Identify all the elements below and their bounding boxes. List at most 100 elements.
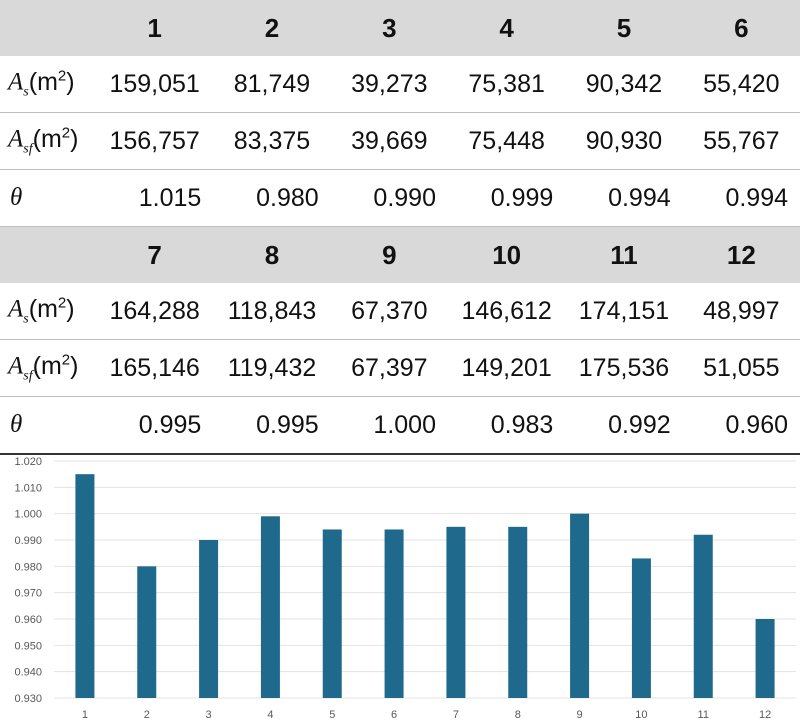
y-tick-label: 0.990 — [14, 535, 42, 547]
table-cell: 1.015 — [96, 169, 214, 227]
table-cell: 67,397 — [330, 339, 448, 397]
column-header: 10 — [447, 226, 566, 283]
bar — [755, 619, 775, 698]
column-header: 4 — [447, 0, 566, 56]
row-unit: (m2) — [28, 67, 75, 96]
row-unit-exponent: 2 — [61, 351, 71, 369]
table-cell: 1.000 — [330, 396, 448, 455]
header-row: 7 8 9 10 11 12 — [0, 226, 800, 283]
table-cell: 159,051 — [96, 56, 214, 113]
column-header: 8 — [213, 226, 331, 283]
table-cell: 83,375 — [213, 112, 331, 170]
row-unit-exponent: 2 — [61, 124, 71, 142]
x-tick-label: 5 — [329, 709, 335, 721]
table-cell: 39,669 — [330, 112, 448, 170]
bar — [199, 540, 219, 698]
theta-bar-chart: 0.930 0.940 0.950 0.960 0.970 0.980 0.990 1.000… — [14, 456, 796, 721]
table-cell: 119,432 — [213, 339, 331, 397]
table-cell: 81,749 — [213, 56, 331, 113]
y-tick-label: 0.970 — [14, 588, 42, 600]
x-tick-label: 4 — [267, 709, 273, 721]
y-tick-label: 1.000 — [14, 509, 42, 521]
row-unit-exponent: 2 — [57, 67, 67, 85]
y-tick-label: 0.940 — [14, 667, 42, 679]
bar — [508, 526, 528, 698]
table-row: As(m2) 164,288 118,843 67,370 146,612 174,151… — [0, 283, 800, 340]
table-cell: 174,151 — [565, 283, 683, 340]
table-cell: 146,612 — [447, 283, 566, 340]
table-cell: 51,055 — [682, 339, 800, 397]
column-header: 9 — [330, 226, 448, 283]
row-unit: (m2) — [32, 124, 79, 153]
data-table: 1 2 3 4 5 6 As(m2) 159,051 81,749 39,273 75,381 90,… — [0, 0, 800, 455]
table-cell: 118,843 — [213, 283, 331, 340]
table-cell: 39,273 — [330, 56, 448, 113]
row-symbol-subscript: sf — [23, 141, 33, 157]
table-cell: 149,201 — [447, 339, 566, 397]
row-label: θ — [0, 169, 96, 227]
table-row: Asf(m2) 156,757 83,375 39,669 75,448 90,930 55… — [0, 112, 800, 170]
table-row: θ 1.015 0.980 0.990 0.999 0.994 0.994 — [0, 169, 800, 227]
table-cell: 48,997 — [682, 283, 800, 340]
column-header: 3 — [330, 0, 448, 56]
x-tick-label: 2 — [144, 709, 150, 721]
row-symbol-subscript: sf — [23, 368, 33, 384]
x-tick-label: 1 — [82, 709, 88, 721]
row-symbol: θ — [10, 184, 23, 211]
x-tick-label: 6 — [391, 709, 397, 721]
column-header: 5 — [565, 0, 683, 56]
x-tick-label: 3 — [206, 709, 212, 721]
bar — [75, 474, 95, 698]
x-tick-label: 12 — [759, 709, 771, 721]
table-cell: 55,767 — [682, 112, 800, 170]
table-cell: 0.999 — [447, 169, 566, 227]
column-header: 6 — [682, 0, 800, 56]
y-tick-label: 0.980 — [14, 561, 42, 573]
bar — [631, 558, 651, 698]
bar — [260, 516, 280, 698]
row-unit-base: m — [37, 67, 58, 96]
row-unit: (m2) — [28, 294, 75, 323]
table-cell: 0.992 — [565, 396, 683, 455]
table-cell: 0.980 — [213, 169, 331, 227]
table-row: Asf(m2) 165,146 119,432 67,397 149,201 175,53… — [0, 339, 800, 397]
table-cell: 175,536 — [565, 339, 683, 397]
row-unit-exponent: 2 — [57, 294, 67, 312]
table-cell: 0.983 — [447, 396, 566, 455]
column-header: 7 — [96, 226, 214, 283]
row-label: Asf(m2) — [0, 339, 96, 397]
bar — [570, 513, 590, 698]
table-cell: 75,381 — [447, 56, 566, 113]
column-header: 2 — [213, 0, 331, 56]
table-cell: 164,288 — [96, 283, 214, 340]
table-cell: 90,342 — [565, 56, 683, 113]
row-unit-base: m — [40, 351, 62, 380]
table-cell: 0.990 — [330, 169, 448, 227]
header-corner — [0, 226, 96, 283]
row-unit: (m2) — [32, 351, 79, 380]
y-tick-label: 0.930 — [14, 693, 42, 705]
table-cell: 0.994 — [565, 169, 683, 227]
row-label: θ — [0, 396, 96, 455]
table-row: θ 0.995 0.995 1.000 0.983 0.992 0.960 — [0, 396, 800, 455]
column-header: 11 — [565, 226, 683, 283]
row-label: As(m2) — [0, 56, 96, 113]
header-corner — [0, 0, 96, 56]
y-tick-label: 1.010 — [14, 482, 42, 494]
table-cell: 165,146 — [96, 339, 214, 397]
table-cell: 156,757 — [96, 112, 214, 170]
table-cell: 0.960 — [682, 396, 800, 455]
bar — [693, 534, 713, 698]
column-header: 1 — [96, 0, 214, 56]
row-unit-base: m — [37, 294, 58, 323]
table-row: As(m2) 159,051 81,749 39,273 75,381 90,342 55,… — [0, 56, 800, 113]
x-tick-label: 7 — [453, 709, 459, 721]
y-tick-label: 1.020 — [14, 456, 42, 468]
table-cell: 0.995 — [96, 396, 214, 455]
bar — [384, 529, 404, 698]
row-label: Asf(m2) — [0, 112, 96, 170]
table-cell: 55,420 — [682, 56, 800, 113]
row-symbol: A — [8, 125, 24, 153]
table-cell: 0.995 — [213, 396, 331, 455]
